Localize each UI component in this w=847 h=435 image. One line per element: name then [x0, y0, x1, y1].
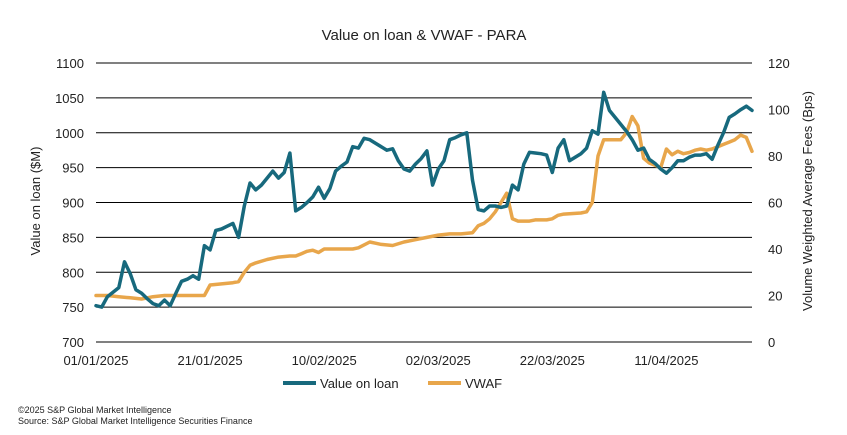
y-tick-label: 1000: [55, 126, 84, 141]
y2-tick-label: 20: [768, 289, 782, 304]
x-tick-label: 11/04/2025: [634, 353, 698, 368]
y2-tick-label: 40: [768, 242, 782, 257]
y-tick-label: 1100: [56, 56, 84, 71]
left-y-axis: 700 750 800 850 900 950 1000 1050 1100: [55, 56, 84, 350]
x-tick-label: 01/01/2025: [63, 353, 128, 368]
legend-label-vwaf: VWAF: [465, 376, 502, 391]
y2-tick-label: 80: [768, 149, 782, 164]
legend: Value on loan VWAF: [283, 376, 502, 391]
series-layer: [94, 90, 754, 309]
right-y-axis: 0 20 40 60 80 100 120: [768, 56, 790, 350]
vwaf-line: [94, 114, 754, 301]
y-tick-label: 950: [62, 161, 84, 176]
y2-tick-label: 120: [768, 56, 790, 71]
y-tick-label: 700: [62, 335, 84, 350]
y-tick-label: 800: [62, 265, 84, 280]
y2-axis-label: Volume Weighted Average Fees (Bps): [800, 91, 815, 311]
x-axis: 01/01/2025 21/01/2025 10/02/2025 02/03/2025…: [63, 353, 698, 368]
y-tick-label: 850: [62, 230, 84, 245]
y-axis-label: Value on loan ($M): [28, 147, 43, 256]
chart: Value on loan & VWAF - PARA 700750800850…: [28, 27, 815, 391]
x-tick-label: 22/03/2025: [520, 353, 585, 368]
y2-tick-label: 0: [768, 335, 775, 350]
y2-tick-label: 100: [768, 103, 790, 118]
y-tick-label: 1050: [55, 91, 84, 106]
chart-title: Value on loan & VWAF - PARA: [322, 27, 527, 44]
legend-label-value-on-loan: Value on loan: [320, 376, 399, 391]
y-tick-label: 900: [62, 196, 84, 211]
x-tick-label: 21/01/2025: [178, 353, 243, 368]
x-tick-label: 10/02/2025: [292, 353, 357, 368]
x-tick-label: 02/03/2025: [406, 353, 471, 368]
value-on-loan-line: [94, 90, 754, 309]
copyright-note: ©2025 S&P Global Market Intelligence: [18, 405, 172, 415]
y-tick-label: 750: [62, 300, 84, 315]
gridlines: [96, 62, 752, 343]
y2-tick-label: 60: [768, 196, 782, 211]
source-note: Source: S&P Global Market Intelligence S…: [18, 416, 253, 426]
